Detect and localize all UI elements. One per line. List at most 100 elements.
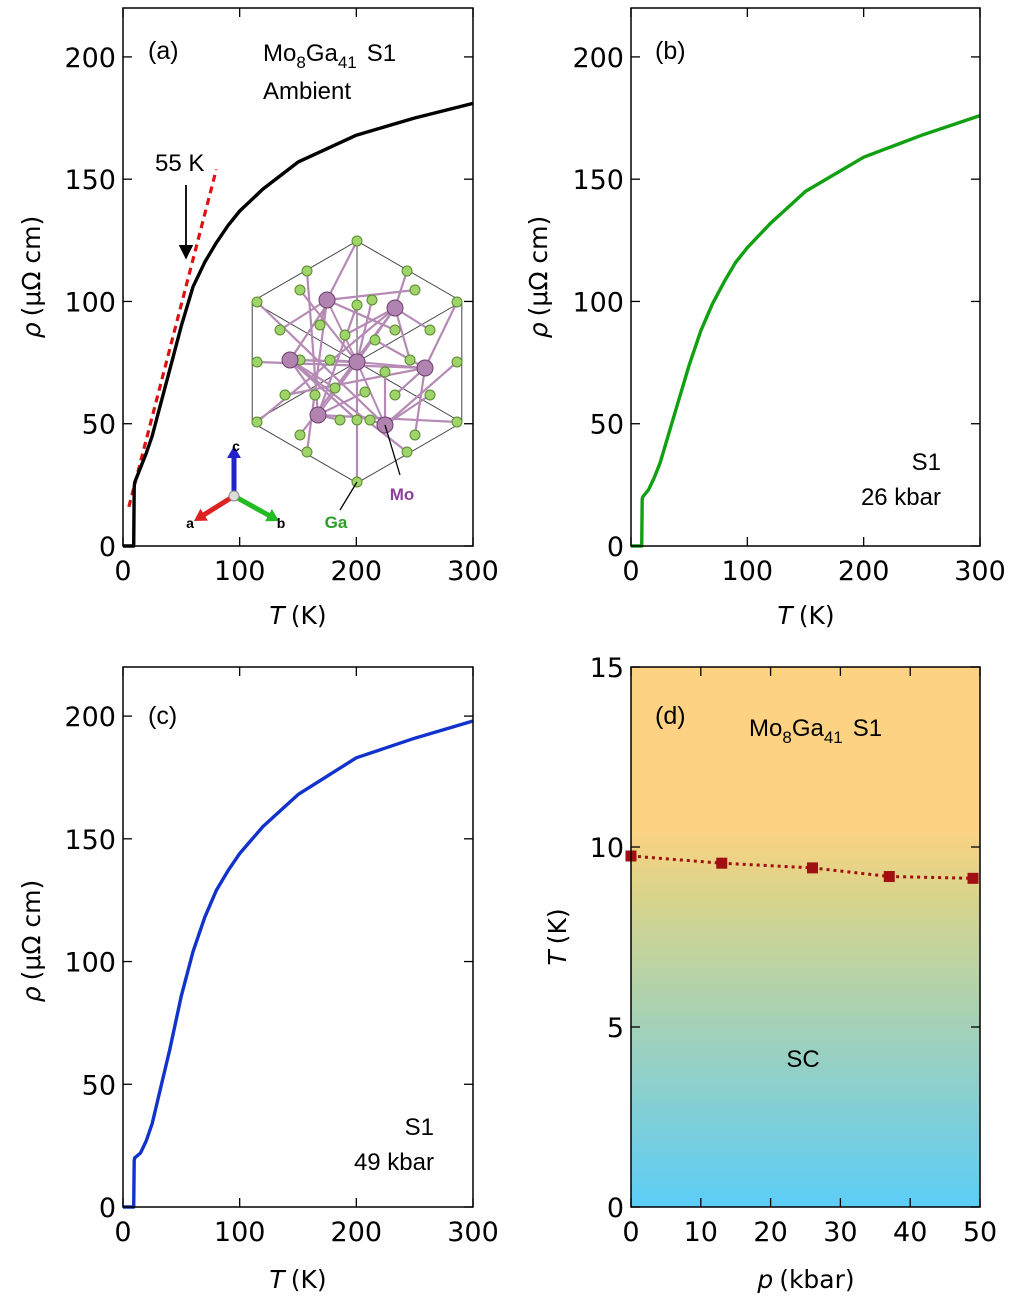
ga-atom [364, 414, 376, 426]
ga-atom [251, 296, 263, 308]
bond [289, 359, 408, 453]
x-tick-label: 20 [753, 1217, 787, 1248]
mo-label: Mo [390, 485, 415, 504]
ga-atom [251, 356, 263, 368]
ga-atom [451, 296, 463, 308]
y-tick-label: 0 [99, 532, 116, 563]
panel-a-xlabel: T (K) [269, 601, 326, 630]
ga-atom [351, 299, 363, 311]
ga-atom [324, 354, 336, 366]
unit-cell-edge [356, 361, 463, 423]
ga-atom [404, 354, 416, 366]
panel-a-frame [122, 7, 474, 547]
x-tick-label: 100 [214, 1217, 266, 1248]
x-tick-label: 0 [114, 1217, 131, 1248]
bond [256, 301, 386, 426]
y-tick-label: 100 [64, 287, 116, 318]
x-tick-label: 100 [214, 556, 266, 587]
resistivity-curve [123, 101, 474, 548]
mo-atom [318, 291, 336, 309]
ga-atom [379, 366, 391, 378]
x-tick-label: 0 [114, 556, 131, 587]
panel-b: 0 100 200 300 0 50 100 150 200 (b) S1 26 kbar T(… [524, 7, 1006, 630]
bond [284, 366, 426, 397]
panel-b-xlabel: T (K) [777, 601, 834, 630]
phase-diagram-background [631, 667, 980, 1207]
panel-b-tick-labels: 0 100 200 300 0 50 100 150 200 [572, 43, 1005, 587]
bond [374, 339, 426, 369]
x-tick-label: 0 [622, 556, 639, 587]
panel-c-ylabel: ρ(μΩ cm) [17, 880, 46, 1002]
y-tick-label: 200 [64, 43, 116, 74]
ga-atom [409, 429, 421, 441]
axes-origin [228, 490, 240, 502]
c-axis-label: c [232, 438, 240, 454]
ga-atom [401, 446, 413, 458]
mo-atom [281, 351, 299, 369]
x-tick-label: 300 [447, 1217, 499, 1248]
x-tick-label: 200 [331, 1217, 383, 1248]
bond [384, 394, 431, 426]
bond [299, 289, 358, 363]
x-tick-label: 300 [447, 556, 499, 587]
tc-connector-line [630, 854, 974, 880]
ga-atom [369, 334, 381, 346]
panel-d-label: (d) [655, 702, 686, 730]
bond [356, 361, 386, 426]
ga-atom [251, 416, 263, 428]
mo-atom [386, 299, 404, 317]
linear-fit-line [127, 168, 218, 508]
y-tick-label: 50 [590, 410, 624, 441]
superconducting-region-label: SC [786, 1046, 819, 1073]
ga-atom [351, 235, 363, 247]
a-axis-label: a [186, 515, 194, 531]
panel-c-xlabel: T (K) [269, 1265, 326, 1294]
ga-atom [329, 382, 341, 394]
panel-d-tick-labels: 0 10 20 30 40 50 0 5 10 15 [590, 653, 998, 1248]
x-tick-label: 50 [963, 1217, 997, 1248]
ga-atom [314, 319, 326, 331]
panel-c-frame [122, 666, 474, 1208]
bond [424, 301, 458, 369]
bond [356, 361, 426, 369]
panel-b-ylabel: ρ(μΩ cm) [524, 216, 553, 338]
bond [344, 307, 396, 336]
panel-b-series [631, 113, 981, 548]
y-tick-label: 50 [82, 410, 116, 441]
y-tick-label: 150 [64, 825, 116, 856]
tc-point [883, 871, 895, 883]
panel-a-series [123, 101, 474, 548]
tc-point [806, 862, 818, 874]
ga-atom [451, 356, 463, 368]
ga-atom [301, 265, 313, 277]
ga-callout-line [339, 481, 358, 511]
tc-point [967, 872, 979, 884]
y-tick-label: 100 [64, 948, 116, 979]
unit-cell-edge [356, 301, 463, 363]
panel-b-pressure: 26 kbar [861, 484, 941, 511]
ga-atom [294, 284, 306, 296]
bond [326, 240, 358, 301]
y-tick-label: 150 [572, 165, 624, 196]
ga-atom [339, 329, 351, 341]
mo-callout-line [384, 424, 401, 476]
y-tick-label: 0 [607, 1193, 624, 1224]
kink-temperature-label: 55 K [155, 150, 204, 177]
resistivity-curve [631, 113, 981, 548]
ga-atom [301, 446, 313, 458]
y-tick-label: 15 [590, 653, 624, 684]
bond [413, 367, 427, 436]
bond [279, 299, 328, 331]
panel-d-xlabel: p (kbar) [756, 1265, 854, 1294]
ga-atom [334, 414, 346, 426]
y-tick-label: 200 [64, 702, 116, 733]
mo-atom [348, 353, 366, 371]
panel-c-pressure: 49 kbar [354, 1149, 434, 1176]
c-axis-arrow-head [227, 446, 241, 458]
panel-b-frame [630, 7, 981, 547]
x-tick-label: 200 [331, 556, 383, 587]
panel-c-sample: S1 [405, 1114, 434, 1141]
y-tick-label: 0 [99, 1193, 116, 1224]
y-tick-label: 10 [590, 833, 624, 864]
